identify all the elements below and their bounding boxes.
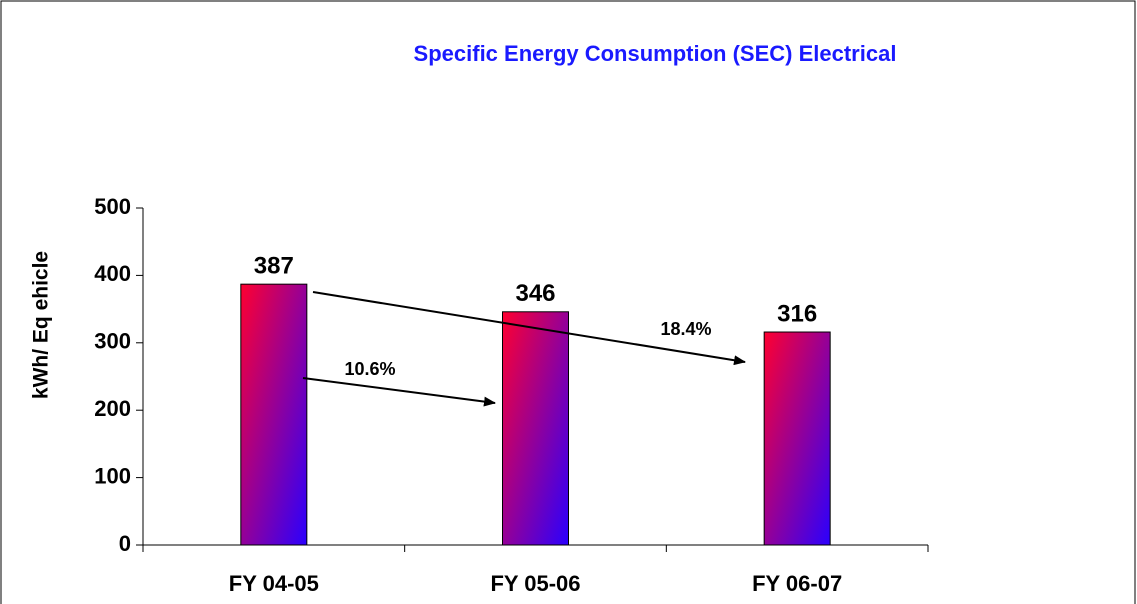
y-axis-label: kWh/ Eq ehicle (30, 251, 53, 399)
y-tick-label: 0 (119, 531, 131, 556)
x-tick-label: FY 05-06 (490, 571, 580, 596)
chart-title: Specific Energy Consumption (SEC) Electr… (414, 41, 897, 66)
y-tick-label: 100 (94, 463, 131, 488)
annotation: 18.4% (660, 319, 711, 339)
annotation-arrow (302, 377, 496, 407)
annotation-arrow (312, 291, 746, 366)
bar (502, 311, 569, 546)
bar (240, 283, 308, 546)
data-label: 316 (777, 300, 817, 327)
x-tick-label: FY 04-05 (229, 571, 319, 596)
x-tick-label: FY 06-07 (752, 571, 842, 596)
y-tick-label: 300 (94, 329, 131, 354)
y-tick-label: 400 (94, 261, 131, 286)
annotation: 10.6% (344, 359, 395, 379)
y-tick-label: 200 (94, 396, 131, 421)
data-label: 387 (254, 253, 294, 280)
bar (763, 331, 831, 546)
data-label: 346 (515, 280, 555, 307)
y-tick-label: 500 (94, 194, 131, 219)
